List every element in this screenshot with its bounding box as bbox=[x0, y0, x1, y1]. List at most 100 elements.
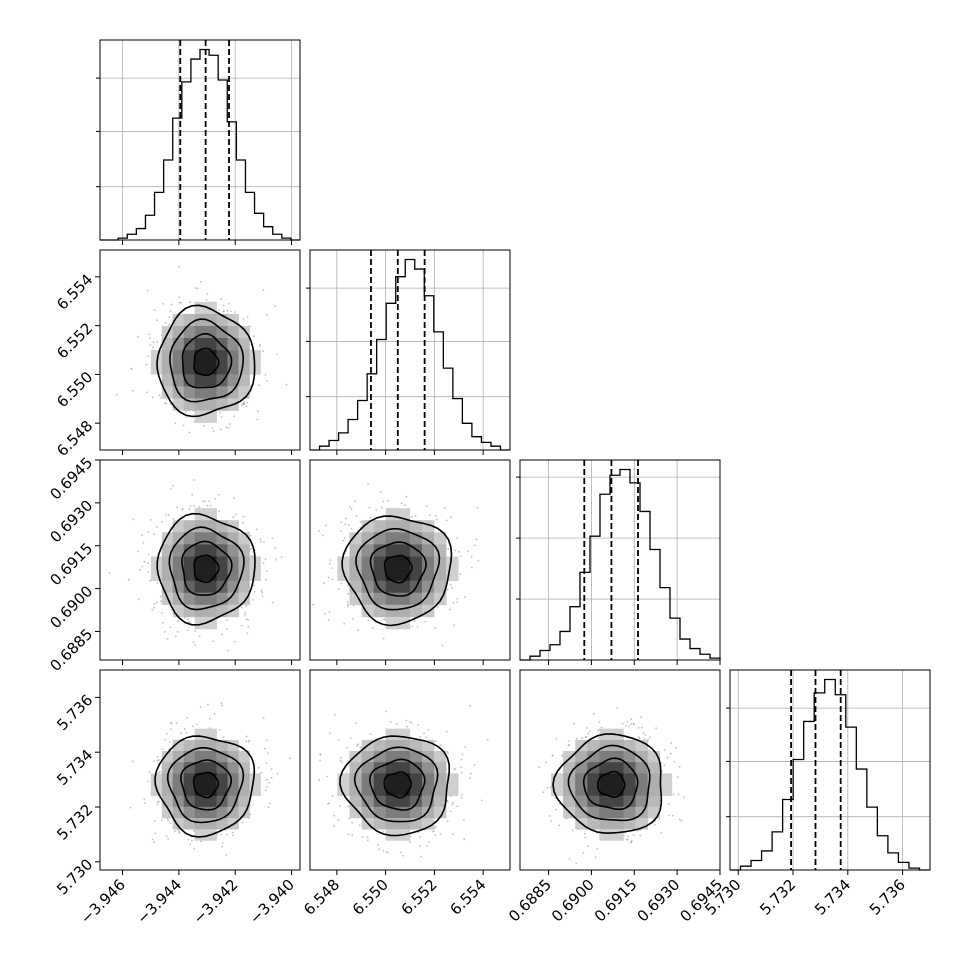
density-cell bbox=[172, 580, 184, 594]
density-cell bbox=[161, 544, 174, 557]
sample-point bbox=[226, 833, 229, 836]
density-cell bbox=[575, 762, 588, 774]
sample-point bbox=[153, 841, 156, 843]
sample-point bbox=[213, 712, 216, 715]
density-cell bbox=[183, 568, 195, 581]
density-cell bbox=[409, 773, 423, 785]
density-cell bbox=[385, 739, 399, 752]
density-cell bbox=[183, 313, 195, 327]
sample-point bbox=[463, 819, 465, 821]
density-cell bbox=[183, 556, 195, 569]
sample-point bbox=[153, 309, 156, 311]
density-cell bbox=[216, 773, 228, 785]
sample-point bbox=[467, 550, 469, 553]
density-cell bbox=[434, 556, 447, 569]
density-cell bbox=[422, 784, 435, 796]
sample-point bbox=[145, 363, 148, 366]
density-cell bbox=[205, 313, 217, 327]
density-cell bbox=[238, 580, 250, 594]
density-cell bbox=[623, 784, 636, 796]
density-cell bbox=[216, 592, 228, 606]
density-cell bbox=[434, 532, 447, 545]
density-cell bbox=[161, 350, 174, 363]
sample-point bbox=[263, 747, 266, 750]
sample-point bbox=[146, 780, 149, 783]
sample-point bbox=[108, 572, 111, 574]
sample-point bbox=[303, 525, 305, 527]
density-cell bbox=[227, 313, 239, 327]
density-cell bbox=[373, 784, 387, 796]
sample-point bbox=[581, 737, 584, 740]
y-tick-label: 6.554 bbox=[53, 270, 96, 313]
sample-point bbox=[621, 722, 624, 725]
sample-point bbox=[151, 396, 154, 399]
sample-point bbox=[582, 851, 585, 854]
sample-point bbox=[333, 825, 335, 827]
density-cell bbox=[194, 301, 206, 315]
density-cell bbox=[216, 739, 228, 752]
sample-point bbox=[130, 367, 133, 370]
density-cell bbox=[161, 580, 174, 594]
sample-point bbox=[225, 426, 228, 429]
contour-3 bbox=[169, 318, 245, 403]
sample-point bbox=[253, 584, 256, 587]
sample-point bbox=[459, 573, 462, 576]
y-tick-label: 5.730 bbox=[53, 855, 96, 898]
sample-point bbox=[356, 744, 359, 747]
density-cell bbox=[205, 773, 217, 785]
sample-point bbox=[226, 619, 229, 621]
sample-point bbox=[640, 726, 643, 729]
histogram-panel-2 bbox=[306, 249, 511, 455]
sample-point bbox=[249, 534, 252, 537]
sample-point bbox=[165, 513, 168, 516]
sample-point bbox=[240, 404, 243, 407]
density-cell bbox=[205, 386, 217, 399]
density-panel-1-3 bbox=[95, 459, 301, 665]
density-cell bbox=[361, 592, 374, 606]
density-cell bbox=[611, 762, 624, 774]
density-cell bbox=[183, 806, 195, 819]
sample-point bbox=[196, 287, 199, 290]
sample-point bbox=[432, 830, 435, 833]
density-cell bbox=[183, 386, 195, 399]
sample-point bbox=[395, 723, 398, 726]
sample-point bbox=[275, 558, 277, 561]
sample-point bbox=[259, 343, 262, 346]
sample-point bbox=[115, 393, 118, 396]
contour-4 bbox=[339, 735, 450, 837]
sample-point bbox=[379, 491, 382, 494]
contour-2 bbox=[181, 540, 233, 596]
sample-point bbox=[219, 428, 222, 431]
density-cell bbox=[227, 592, 239, 606]
density-cell bbox=[422, 795, 435, 808]
density-cell bbox=[216, 556, 228, 569]
sample-point bbox=[375, 509, 378, 511]
sample-point bbox=[625, 838, 628, 841]
density-cell bbox=[194, 751, 206, 763]
sample-point bbox=[663, 749, 666, 751]
sample-point bbox=[180, 732, 183, 735]
sample-point bbox=[156, 319, 158, 321]
sample-point bbox=[186, 716, 189, 719]
density-cell bbox=[238, 784, 250, 796]
density-cell bbox=[385, 616, 399, 630]
sample-point bbox=[460, 758, 463, 761]
sample-point bbox=[342, 539, 345, 542]
sample-point bbox=[246, 316, 249, 318]
sample-point bbox=[143, 560, 146, 563]
y-tick-label: 5.732 bbox=[53, 801, 96, 844]
sample-point bbox=[220, 416, 223, 418]
sample-point bbox=[198, 635, 201, 638]
density-cell bbox=[227, 374, 239, 387]
density-cell bbox=[647, 806, 661, 819]
sample-point bbox=[677, 776, 679, 778]
density-cell bbox=[183, 604, 195, 618]
density-cell bbox=[227, 556, 239, 569]
density-cell bbox=[205, 350, 217, 363]
sample-point bbox=[205, 299, 208, 301]
sample-point bbox=[214, 498, 217, 500]
x-tick-label: 0.6885 bbox=[505, 876, 555, 926]
density-cell bbox=[205, 818, 217, 830]
sample-point bbox=[247, 619, 250, 621]
